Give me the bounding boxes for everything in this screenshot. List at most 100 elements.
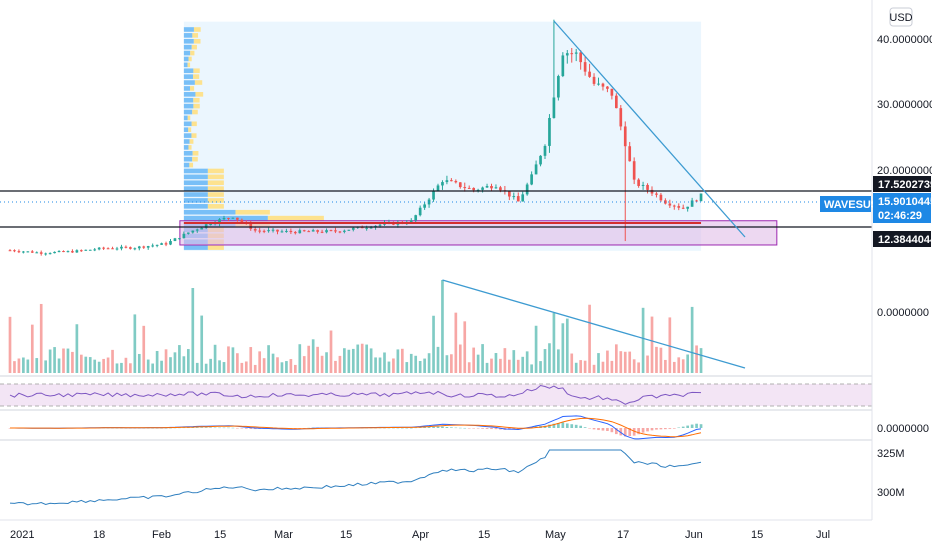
obv-pane[interactable] — [9, 449, 702, 506]
price-axis-label-20: 20.0000000 — [877, 165, 932, 177]
candle-down — [458, 182, 462, 188]
candle-down — [249, 223, 253, 229]
macd-histogram-bar — [454, 427, 458, 429]
macd-pane[interactable] — [8, 415, 703, 440]
time-label-feb: Feb — [152, 529, 171, 541]
volume-bar — [463, 321, 467, 373]
macd-histogram-bar — [512, 428, 516, 430]
macd-histogram-bar — [681, 426, 685, 428]
candle-down — [164, 243, 168, 245]
macd-histogram-bar — [588, 428, 591, 429]
macd-histogram-bar — [164, 427, 168, 429]
macd-histogram-bar — [155, 427, 159, 429]
price-axis-bg[interactable] — [872, 0, 932, 550]
candle-down — [570, 53, 574, 55]
volume-bar — [231, 347, 235, 373]
volume-bar — [548, 343, 551, 373]
volume-profile-bar-buy — [183, 68, 194, 74]
volume-bar — [267, 345, 270, 373]
candle-down — [276, 229, 279, 232]
volume-bar — [637, 362, 640, 373]
volume-bar — [628, 351, 632, 373]
macd-histogram-bar — [129, 427, 132, 429]
volume-bar — [454, 312, 458, 373]
volume-bar — [338, 355, 342, 373]
volume-bar — [133, 314, 137, 373]
volume-bar — [26, 359, 30, 373]
volume-bar — [102, 358, 105, 373]
macd-histogram-bar — [253, 428, 257, 430]
volume-bar — [664, 359, 667, 373]
volume-bar — [285, 361, 288, 373]
macd-histogram-bar — [231, 427, 235, 429]
candle-down — [240, 219, 244, 223]
volume-pane[interactable] — [0, 279, 872, 441]
volume-bar — [521, 356, 525, 373]
candle-up — [204, 224, 208, 228]
overlay-layer — [179, 27, 778, 250]
volume-bar — [200, 315, 204, 373]
volume-profile-bar-sell — [192, 156, 198, 162]
volume-profile-bar-buy — [183, 245, 208, 250]
candle-up — [35, 252, 39, 254]
last-price-tag: 15.9010445 02:46:29 — [873, 193, 932, 223]
macd-histogram-bar — [668, 428, 672, 429]
time-axis[interactable]: 2021 18 Feb 15 Mar 15 Apr 15 May 17 Jun … — [10, 529, 830, 541]
volume-bar — [646, 355, 649, 373]
volume-bar — [97, 361, 101, 373]
candle-up — [432, 190, 435, 200]
volume-bar — [619, 351, 623, 373]
candle-up — [525, 184, 529, 195]
volume-bar — [302, 356, 306, 373]
candle-down — [467, 187, 471, 189]
candle-up — [146, 246, 150, 248]
candle-down — [227, 217, 230, 219]
macd-histogram-bar — [597, 428, 600, 431]
macd-histogram-bar — [592, 428, 596, 430]
volume-profile-bar-sell — [193, 74, 200, 79]
volume-bar — [409, 353, 413, 373]
macd-histogram-bar — [427, 426, 431, 428]
volume-bar — [681, 359, 685, 373]
macd-histogram-bar — [249, 428, 253, 429]
macd-histogram-bar — [655, 428, 658, 430]
candle-down — [450, 180, 453, 182]
candle-down — [454, 181, 458, 183]
macd-histogram-bar — [499, 428, 502, 430]
candle-up — [574, 52, 578, 54]
macd-histogram-bar — [579, 425, 583, 428]
volume-profile-bar-buy — [183, 33, 193, 38]
volume-profile-bar-sell — [193, 68, 200, 74]
candle-down — [499, 187, 502, 191]
rsi-pane[interactable] — [0, 383, 872, 407]
candle-down — [102, 247, 105, 249]
volume-bar — [79, 354, 83, 373]
candle-down — [463, 187, 467, 189]
candle-down — [334, 230, 337, 232]
candle-down — [142, 246, 146, 248]
volume-bar — [414, 355, 418, 373]
candle-up — [565, 53, 569, 56]
volume-profile-bar-sell — [207, 192, 224, 197]
volume-bar — [561, 323, 565, 373]
currency-badge[interactable]: USD — [889, 7, 913, 27]
volume-bar — [450, 354, 453, 373]
volume-bar — [597, 353, 600, 373]
macd-histogram-bar — [298, 428, 302, 429]
price-axis-label-30: 30.0000000 — [877, 99, 932, 111]
volume-profile-bar-sell — [192, 109, 198, 115]
volume-bar — [329, 330, 333, 373]
volume-profile-bar-buy — [183, 174, 208, 180]
volume-bar — [271, 353, 275, 373]
svg-text:12.3844044: 12.3844044 — [878, 234, 932, 246]
volume-bar — [347, 349, 351, 373]
candle-up — [48, 253, 52, 255]
price-trendline — [553, 20, 746, 238]
macd-histogram-bar — [472, 428, 476, 429]
volume-bar — [374, 357, 377, 373]
macd-histogram-bar — [485, 428, 489, 429]
volume-bar — [222, 362, 226, 373]
volume-bar — [641, 307, 645, 373]
macd-histogram-bar — [677, 427, 681, 429]
